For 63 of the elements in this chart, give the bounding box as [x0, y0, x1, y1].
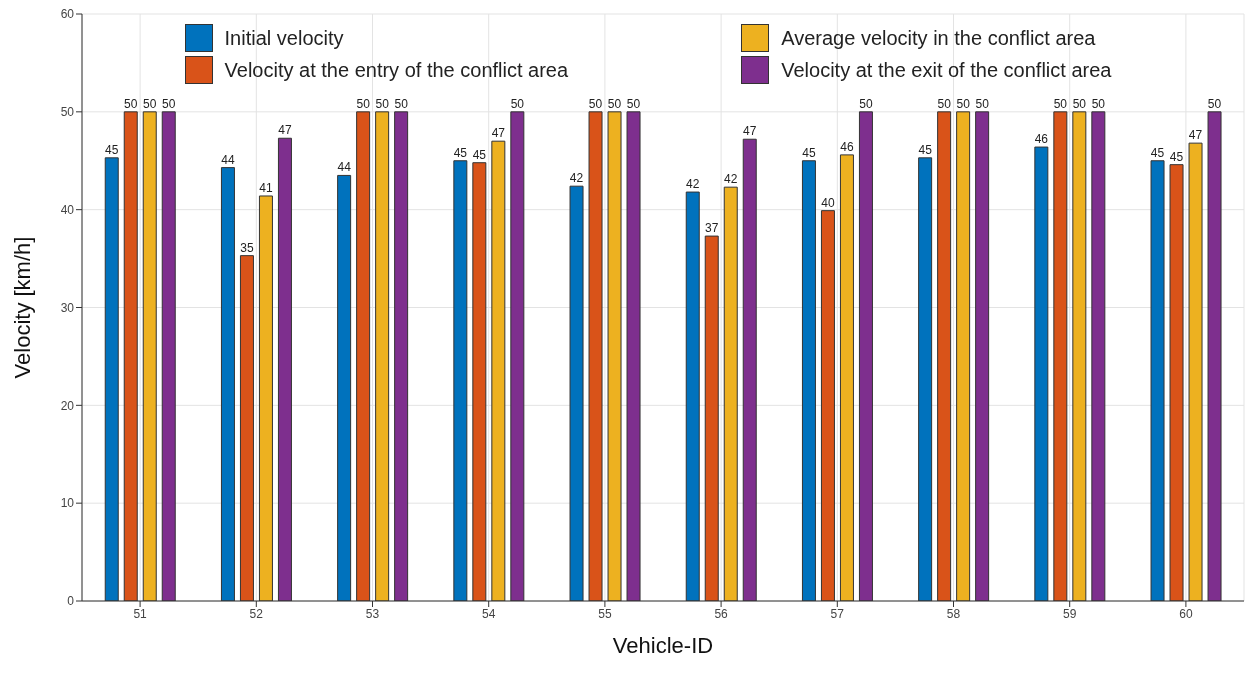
x-tick-label: 58: [946, 606, 961, 621]
data-label: 50: [975, 96, 990, 111]
y-tick-label: 50: [60, 105, 75, 120]
x-tick-label: 57: [830, 606, 845, 621]
y-tick-label: 60: [60, 7, 75, 22]
data-label: 47: [278, 123, 292, 138]
data-label: 45: [472, 147, 487, 162]
data-label: 44: [337, 160, 352, 175]
data-label: 50: [1072, 96, 1087, 111]
data-label: 50: [588, 96, 603, 111]
data-label: 50: [375, 96, 390, 111]
legend-label: Initial velocity: [224, 26, 344, 50]
data-label: 50: [356, 96, 371, 111]
x-tick-label: 56: [714, 606, 729, 621]
data-label: 47: [491, 126, 506, 141]
data-label: 50: [1091, 96, 1106, 111]
y-tick-label: 10: [60, 496, 75, 511]
data-label: 45: [105, 142, 119, 157]
data-label: 50: [859, 96, 873, 111]
data-label: 37: [705, 221, 719, 236]
data-label: 50: [1207, 96, 1222, 111]
y-tick-label: 0: [67, 594, 75, 609]
data-label: 41: [259, 180, 273, 195]
data-label: 42: [686, 177, 700, 192]
legend-label: Average velocity in the conflict area: [781, 26, 1096, 50]
y-tick-label: 30: [60, 300, 75, 315]
x-tick-label: 51: [133, 606, 148, 621]
x-tick-label: 55: [598, 606, 612, 621]
data-label: 42: [724, 172, 738, 187]
x-tick-label: 53: [365, 606, 380, 621]
data-label: 50: [143, 96, 157, 111]
data-label: 45: [802, 145, 816, 160]
data-label: 50: [1053, 96, 1068, 111]
data-label: 46: [1034, 132, 1049, 147]
data-label: 50: [162, 96, 176, 111]
data-label: 45: [1150, 145, 1165, 160]
data-label: 46: [840, 139, 854, 154]
y-tick-label: 20: [60, 398, 75, 413]
data-label: 50: [394, 96, 409, 111]
y-axis-title: Velocity [km/h]: [9, 236, 35, 379]
data-label: 45: [1169, 149, 1184, 164]
data-label: 50: [937, 96, 952, 111]
data-label: 42: [569, 171, 584, 186]
y-tick-label: 40: [60, 202, 75, 217]
data-label: 35: [240, 240, 254, 255]
x-tick-label: 59: [1063, 606, 1077, 621]
data-label: 50: [124, 96, 138, 111]
legend-label: Velocity at the entry of the conflict area: [224, 58, 569, 82]
data-label: 50: [956, 96, 971, 111]
data-label: 44: [221, 152, 235, 167]
x-axis-title: Vehicle-ID: [612, 633, 714, 658]
legend-label: Velocity at the exit of the conflict area: [781, 58, 1112, 82]
data-label: 50: [607, 96, 622, 111]
data-label: 50: [510, 96, 525, 111]
data-label: 50: [626, 96, 641, 111]
data-label: 47: [1188, 128, 1203, 143]
data-label: 47: [743, 124, 757, 139]
x-tick-label: 54: [482, 606, 496, 621]
data-label: 45: [453, 145, 468, 160]
x-tick-label: 52: [249, 606, 264, 621]
x-tick-label: 60: [1179, 606, 1193, 621]
data-label: 40: [821, 195, 835, 210]
data-label: 45: [918, 142, 933, 157]
